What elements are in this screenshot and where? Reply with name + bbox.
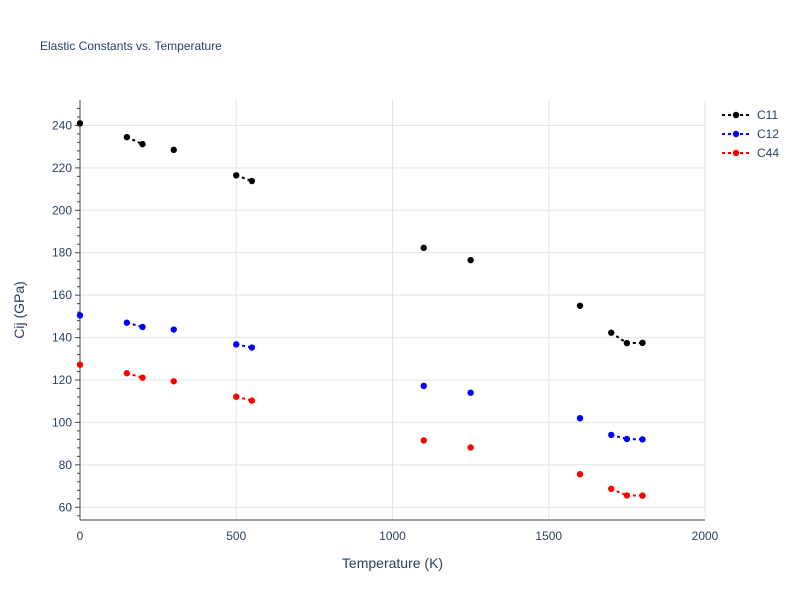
data-point: [139, 374, 146, 381]
x-tick-label: 2000: [692, 529, 719, 543]
data-point: [608, 431, 615, 439]
y-tick-label: 240: [52, 118, 72, 132]
data-point: [248, 177, 256, 185]
data-point: [608, 485, 615, 493]
data-point: [576, 302, 584, 309]
data-point: [233, 172, 240, 179]
data-point: [248, 344, 256, 351]
data-point: [623, 492, 631, 499]
legend-label: C11: [757, 108, 778, 122]
x-tick-label: 500: [226, 529, 246, 543]
y-axis-title: Cij (GPa): [11, 281, 27, 339]
data-point: [76, 120, 84, 127]
series-c11: [76, 120, 646, 347]
chart-title: Elastic Constants vs. Temperature: [40, 39, 222, 53]
data-point: [420, 244, 427, 252]
data-point: [233, 393, 240, 400]
y-tick-label: 100: [52, 415, 72, 429]
data-point: [123, 319, 131, 326]
legend-label: C12: [757, 127, 779, 141]
data-point: [623, 339, 631, 347]
series-c12: [76, 312, 646, 443]
legend-label: C44: [757, 146, 779, 160]
data-point: [170, 146, 177, 154]
axes: 60 80 100 120 140 160 180 200 220 240 0 500 1000 1500…: [52, 100, 719, 543]
data-point: [639, 492, 646, 499]
data-point: [76, 361, 84, 368]
legend-marker: [732, 149, 740, 157]
y-tick-label: 80: [59, 458, 73, 472]
data-point: [248, 397, 256, 404]
data-point: [420, 382, 427, 390]
data-point: [467, 256, 474, 264]
data-point: [123, 370, 131, 377]
data-point: [123, 133, 131, 141]
data-point: [76, 312, 84, 319]
y-tick-label: 140: [52, 331, 72, 345]
data-point: [420, 437, 427, 444]
data-point: [576, 414, 584, 422]
data-point: [576, 470, 584, 478]
data-point: [467, 444, 474, 451]
y-tick-label: 160: [52, 288, 72, 302]
y-tick-label: 220: [52, 161, 72, 175]
data-point: [639, 339, 646, 347]
x-tick-label: 1000: [379, 529, 406, 543]
legend-marker: [732, 130, 740, 138]
x-axis-title: Temperature (K): [342, 555, 443, 571]
data-point: [639, 436, 646, 443]
y-tick-label: 60: [59, 500, 73, 514]
y-tick-label: 120: [52, 373, 72, 387]
x-tick-label: 0: [77, 529, 84, 543]
data-point: [623, 435, 631, 443]
data-point: [608, 329, 615, 336]
legend: C11 C12 C44: [722, 108, 779, 160]
traces: [76, 120, 646, 499]
data-point: [170, 326, 177, 333]
legend-marker: [732, 111, 740, 119]
data-point: [233, 341, 240, 348]
data-point: [467, 389, 474, 396]
y-tick-label: 200: [52, 203, 72, 217]
data-point: [139, 323, 146, 331]
data-point: [139, 140, 146, 148]
series-c44: [76, 361, 646, 499]
y-tick-label: 180: [52, 246, 72, 260]
data-point: [170, 378, 177, 385]
x-tick-label: 1500: [535, 529, 562, 543]
